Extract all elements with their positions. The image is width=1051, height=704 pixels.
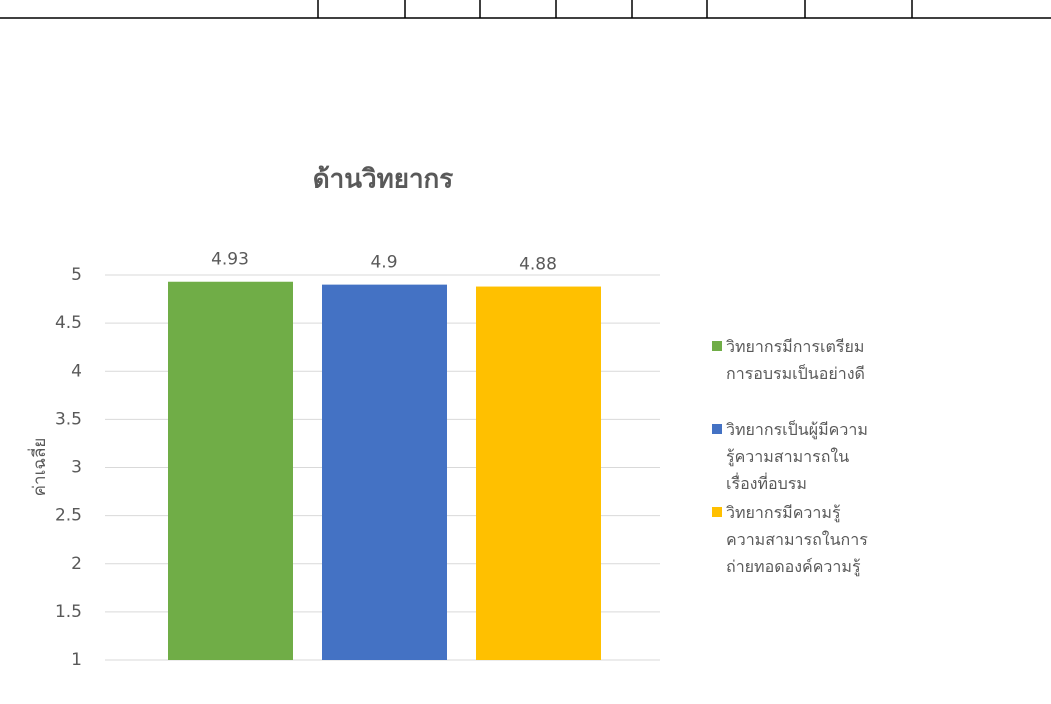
legend-swatch	[712, 424, 722, 434]
legend-item: วิทยากรเป็นผู้มีความรู้ความสามารถในเรื่อ…	[712, 416, 876, 497]
bar	[168, 282, 293, 660]
chart-title: ด้านวิทยากร	[313, 165, 454, 195]
y-tick-label: 2.5	[55, 506, 82, 526]
legend-swatch	[712, 507, 722, 517]
data-label: 4.9	[370, 253, 397, 273]
y-tick-label: 5	[71, 265, 82, 285]
bar	[322, 285, 447, 660]
legend-item: วิทยากรมีการเตรียมการอบรมเป็นอย่างดี	[712, 333, 876, 387]
legend-label: วิทยากรมีการเตรียมการอบรมเป็นอย่างดี	[726, 337, 865, 383]
legend-label: วิทยากรเป็นผู้มีความรู้ความสามารถในเรื่อ…	[726, 420, 868, 493]
data-label: 4.93	[211, 250, 249, 270]
table-border	[0, 0, 1051, 18]
y-tick-label: 3	[71, 458, 82, 478]
legend-item: วิทยากรมีความรู้ความสามารถในการถ่ายทอดอง…	[712, 499, 876, 580]
bar	[476, 287, 601, 660]
y-tick-label: 4	[71, 361, 82, 381]
data-label: 4.88	[519, 255, 557, 275]
y-tick-label: 1.5	[55, 602, 82, 622]
y-axis-label: ค่าเฉลี่ย	[27, 438, 50, 497]
chart: ด้านวิทยากร ค่าเฉลี่ย 1 1.5 2 2.5 3 3.5 4 4.5 5 4…	[0, 0, 1051, 704]
y-tick-label: 3.5	[55, 409, 82, 429]
legend-label: วิทยากรมีความรู้ความสามารถในการถ่ายทอดอง…	[726, 503, 868, 576]
page: ด้านวิทยากร ค่าเฉลี่ย 1 1.5 2 2.5 3 3.5 4 4.5 5 4…	[0, 0, 1051, 704]
y-tick-label: 4.5	[55, 313, 82, 333]
legend-swatch	[712, 341, 722, 351]
y-tick-label: 2	[71, 554, 82, 574]
y-tick-label: 1	[71, 650, 82, 670]
